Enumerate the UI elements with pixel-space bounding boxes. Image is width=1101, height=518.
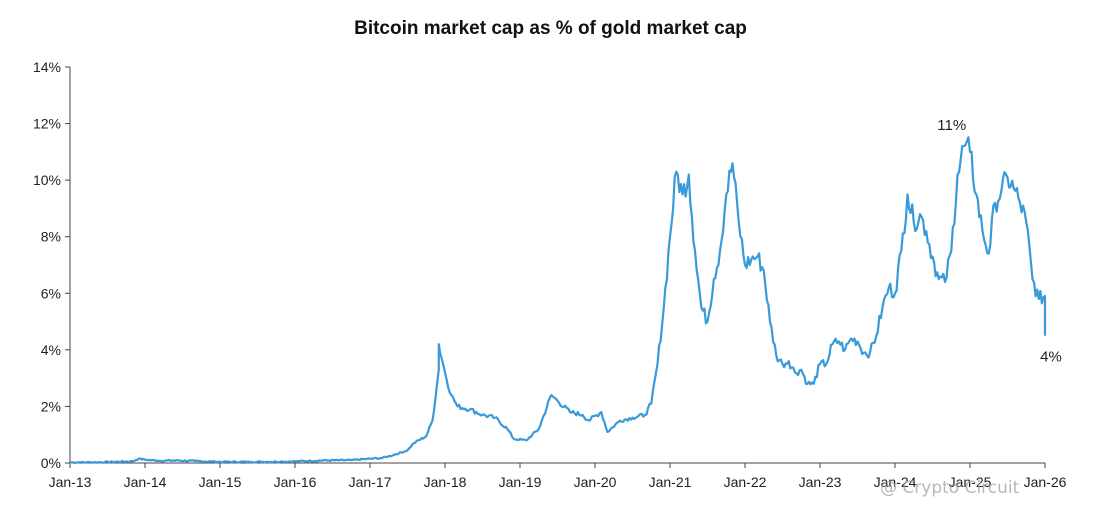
x-tick-label: Jan-17: [349, 474, 392, 490]
annotation-label: 11%: [937, 117, 966, 134]
chart-title: Bitcoin market cap as % of gold market c…: [354, 18, 747, 39]
x-tick-label: Jan-26: [1024, 474, 1067, 490]
x-tick-label: Jan-16: [274, 474, 317, 490]
series-line-0: [70, 136, 1047, 464]
x-tick-label: Jan-14: [124, 474, 167, 490]
y-tick-label: 8%: [41, 229, 61, 245]
x-tick-label: Jan-18: [424, 474, 467, 490]
y-tick-label: 14%: [33, 59, 61, 75]
x-tick-label: Jan-19: [499, 474, 542, 490]
x-tick-label: Jan-13: [49, 474, 92, 490]
annotation-label: 4%: [1040, 349, 1062, 366]
series-group: [70, 136, 1047, 464]
x-tick-label: Jan-24: [874, 474, 917, 490]
y-axis-ticks: 0% 2% 4% 6% 8% 10% 12% 14%: [33, 59, 70, 471]
x-axis-ticks: Jan-13 Jan-14 Jan-15 Jan-16 Jan-17 Jan-18 Jan-…: [49, 463, 1067, 490]
y-tick-label: 4%: [41, 342, 61, 358]
y-tick-label: 6%: [41, 285, 61, 301]
x-tick-label: Jan-20: [574, 474, 617, 490]
y-tick-label: 0%: [41, 455, 61, 471]
x-tick-label: Jan-25: [949, 474, 992, 490]
x-tick-label: Jan-23: [799, 474, 842, 490]
x-tick-label: Jan-15: [199, 474, 242, 490]
annotations: 11% 4%: [937, 117, 1062, 366]
x-tick-label: Jan-22: [724, 474, 767, 490]
x-tick-label: Jan-21: [649, 474, 692, 490]
watermark-text: @ Crypto Circuit: [880, 478, 1020, 498]
y-tick-label: 12%: [33, 116, 61, 132]
y-tick-label: 2%: [41, 398, 61, 414]
y-tick-label: 10%: [33, 172, 61, 188]
